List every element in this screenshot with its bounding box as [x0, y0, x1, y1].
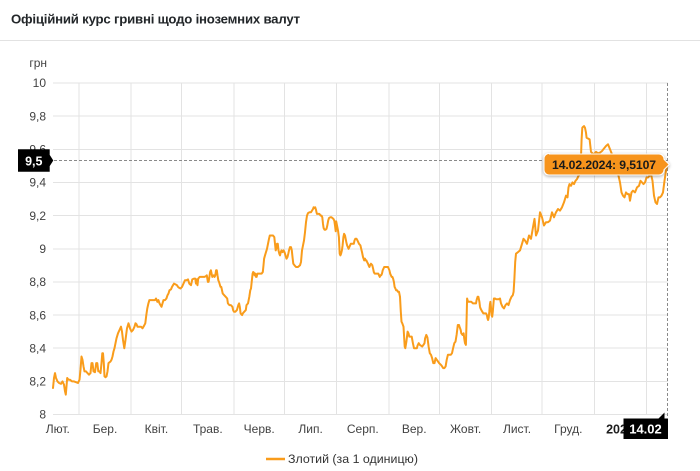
- svg-text:8,6: 8,6: [29, 308, 46, 322]
- svg-text:Вер.: Вер.: [402, 422, 427, 436]
- svg-text:Бер.: Бер.: [93, 422, 118, 436]
- svg-text:Офіційний курс гривні щодо іно: Офіційний курс гривні щодо іноземних вал…: [11, 12, 301, 27]
- svg-text:8,2: 8,2: [29, 375, 46, 389]
- svg-text:14.02.2024: 9,5107: 14.02.2024: 9,5107: [552, 158, 656, 172]
- svg-text:9,5: 9,5: [25, 155, 42, 169]
- svg-text:10: 10: [33, 76, 47, 90]
- svg-text:9,8: 9,8: [29, 109, 46, 123]
- svg-text:Квіт.: Квіт.: [145, 422, 169, 436]
- svg-text:9: 9: [39, 242, 46, 256]
- svg-text:Лют.: Лют.: [46, 422, 70, 436]
- svg-text:9,4: 9,4: [29, 176, 46, 190]
- svg-text:Черв.: Черв.: [244, 422, 275, 436]
- svg-text:8,4: 8,4: [29, 341, 46, 355]
- svg-text:Жовт.: Жовт.: [450, 422, 481, 436]
- svg-text:Лист.: Лист.: [503, 422, 531, 436]
- svg-text:14.02: 14.02: [629, 422, 662, 437]
- svg-text:9,2: 9,2: [29, 209, 46, 223]
- svg-text:Злотий (за 1 одиницю): Злотий (за 1 одиницю): [288, 452, 418, 466]
- svg-text:Серп.: Серп.: [347, 422, 379, 436]
- svg-text:Лип.: Лип.: [298, 422, 322, 436]
- svg-text:8,8: 8,8: [29, 275, 46, 289]
- svg-text:грн: грн: [29, 56, 47, 70]
- svg-text:Трав.: Трав.: [193, 422, 223, 436]
- svg-text:8: 8: [39, 408, 46, 422]
- svg-text:Груд.: Груд.: [554, 422, 582, 436]
